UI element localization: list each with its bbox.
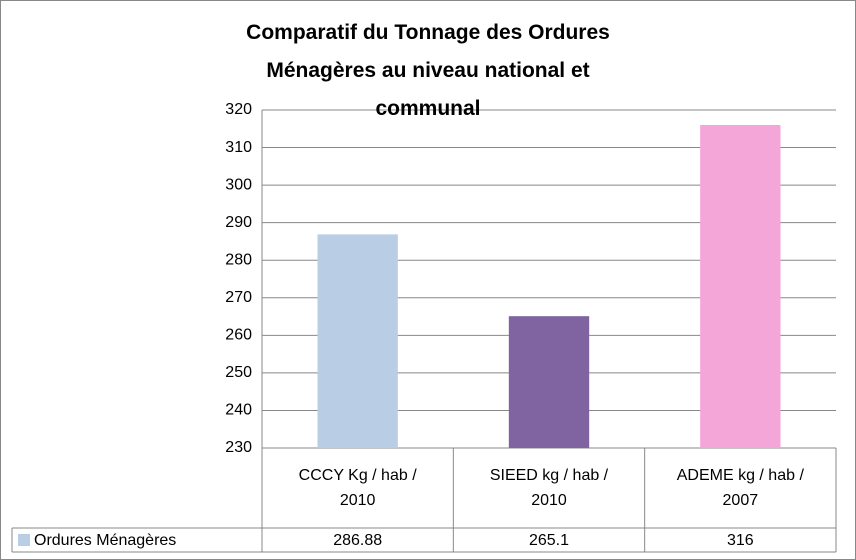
y-tick-label: 300 bbox=[225, 176, 252, 193]
table-value: 316 bbox=[726, 531, 754, 549]
x-tick-label: SIEED kg / hab / 2010 bbox=[489, 467, 609, 509]
x-tick-label: ADEME kg / hab / 2007 bbox=[676, 467, 804, 509]
legend-key bbox=[18, 534, 30, 546]
y-tick-label: 280 bbox=[225, 251, 252, 268]
y-tick-label: 290 bbox=[225, 214, 252, 231]
y-tick-label: 260 bbox=[225, 327, 252, 344]
y-tick-label: 270 bbox=[225, 289, 252, 306]
bar bbox=[700, 125, 781, 449]
y-tick-label: 310 bbox=[225, 139, 252, 156]
bar bbox=[508, 316, 590, 448]
y-tick-label: 320 bbox=[225, 101, 252, 118]
bar bbox=[317, 234, 398, 448]
table-value: 265.1 bbox=[528, 531, 570, 549]
chart-title: Comparatif du Tonnage des Ordures Ménagè… bbox=[246, 21, 610, 120]
y-tick-label: 240 bbox=[225, 402, 252, 419]
table-value: 286.88 bbox=[333, 531, 383, 549]
y-tick-label: 250 bbox=[225, 364, 252, 381]
legend-label: Ordures Ménagères bbox=[34, 531, 177, 549]
y-tick-label: 230 bbox=[225, 439, 252, 456]
x-tick-label: CCCY Kg / hab / 2010 bbox=[298, 467, 417, 509]
